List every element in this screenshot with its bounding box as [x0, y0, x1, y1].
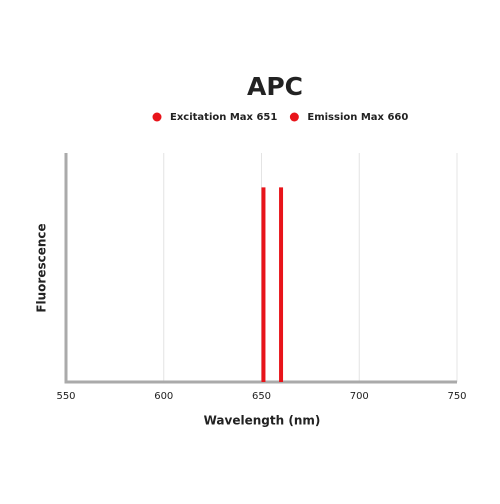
chart-title: APC [247, 72, 303, 101]
legend-label: Emission Max 660 [307, 112, 408, 123]
legend-marker [289, 112, 299, 122]
x-tick-label: 650 [252, 391, 271, 402]
legend-marker [152, 112, 162, 122]
x-axis-label: Wavelength (nm) [204, 414, 321, 428]
x-tick-label: 750 [447, 391, 466, 402]
x-tick-label: 600 [154, 391, 173, 402]
legend-label: Excitation Max 651 [170, 112, 277, 123]
x-tick-label: 700 [350, 391, 369, 402]
y-axis-label: Fluorescence [35, 223, 49, 312]
x-tick-label: 550 [56, 391, 75, 402]
